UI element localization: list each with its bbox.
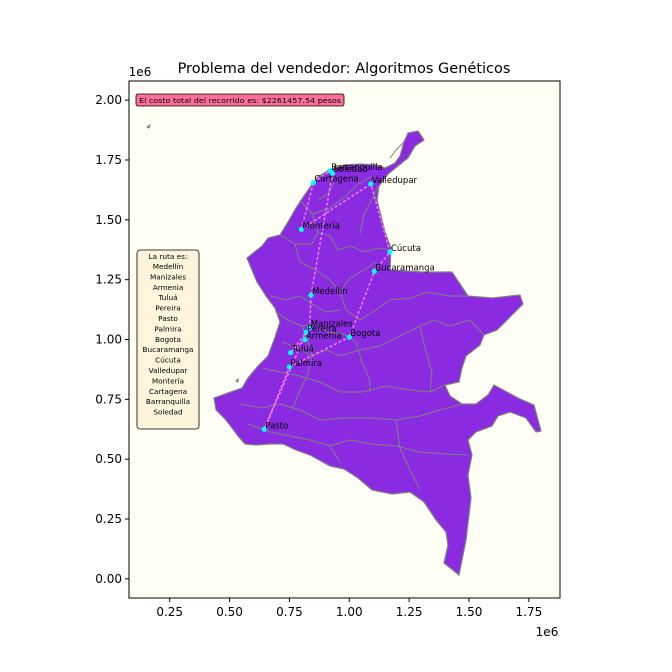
y-tick-label: 0.25 <box>95 512 122 526</box>
y-tick-label: 1.75 <box>95 153 122 167</box>
city-label: Cúcuta <box>391 244 421 254</box>
city-label: Pasto <box>265 421 288 431</box>
city-point <box>286 364 293 370</box>
route-box <box>136 249 200 430</box>
route-list-item: Bogota <box>155 335 181 344</box>
route-list-item: Pasto <box>158 314 178 323</box>
route-list-item: Bucaramanga <box>143 345 194 354</box>
city-point <box>368 181 374 187</box>
cost-text: El costo total del recorrido es: $226145… <box>139 96 341 105</box>
city-point <box>329 170 336 176</box>
y-tick-label: 0.00 <box>95 572 122 586</box>
city-label: Bogota <box>350 329 380 339</box>
route-segment <box>310 173 334 296</box>
route-list-item: Medellín <box>153 262 184 271</box>
island-small <box>146 123 151 129</box>
colombia-map <box>146 123 542 577</box>
y-tick-label: 0.50 <box>95 452 122 466</box>
city-point <box>307 324 313 331</box>
x-axis: 0.25 0.50 0.75 1.00 1.25 1.50 1.75 1e6 <box>156 598 558 639</box>
x-tick-label: 0.25 <box>156 605 183 619</box>
city-label: Barranquilla <box>331 163 383 173</box>
city-label: Armenia <box>306 332 342 342</box>
city-point <box>387 249 393 255</box>
x-axis-offset-label: 1e6 <box>536 625 559 639</box>
city-label: Montería <box>302 221 340 231</box>
city-label: Bucaramanga <box>375 263 434 273</box>
x-tick-label: 1.50 <box>456 605 483 619</box>
route-list-item: Soledad <box>153 408 182 417</box>
route-segment <box>348 271 376 338</box>
city-point <box>346 334 352 340</box>
x-tick-label: 1.25 <box>396 605 423 619</box>
city-point <box>303 329 309 335</box>
route-list-item: Tuluá <box>157 293 177 302</box>
route-list-item: Cartagena <box>149 387 187 396</box>
cost-annotation: El costo total del recorrido es: $226145… <box>135 93 345 107</box>
y-tick-label: 1.50 <box>95 213 122 227</box>
city-label: Tuluá <box>291 345 314 355</box>
city-point <box>302 336 308 343</box>
x-tick-label: 1.00 <box>336 605 363 619</box>
city-point <box>288 350 294 356</box>
island-gorgona <box>235 377 239 383</box>
route-segment <box>300 183 372 231</box>
y-tick-label: 2.00 <box>95 93 122 107</box>
route-list-item: Cúcuta <box>155 356 181 365</box>
y-tick-label: 0.75 <box>95 392 122 406</box>
route-segment <box>263 366 291 430</box>
city-label: Soledad <box>334 165 368 175</box>
y-axis-offset-label: 1e6 <box>129 65 152 79</box>
x-tick-label: 0.75 <box>276 605 303 619</box>
city-label: Palmira <box>290 359 322 369</box>
route-list-item: Montería <box>152 376 184 385</box>
route-list-item: Pereira <box>155 304 180 313</box>
route-segment <box>309 295 312 328</box>
chart-title: Problema del vendedor: Algoritmos Genéti… <box>178 61 511 77</box>
route-segment <box>290 331 307 354</box>
route-segment <box>370 183 391 253</box>
route-path <box>263 170 391 430</box>
city-label: Medellín <box>312 287 348 297</box>
y-axis: 0.00 0.25 0.50 0.75 1.00 1.25 1.50 1.75 2.00 1e6 <box>95 65 151 586</box>
route-list-item: Palmira <box>154 324 181 333</box>
y-tick-label: 1.00 <box>95 333 122 347</box>
city-point <box>261 426 267 432</box>
city-point <box>310 180 316 186</box>
colombia-mainland <box>213 130 542 577</box>
route-list-item: Armenia <box>153 283 184 292</box>
city-point <box>308 292 314 298</box>
route-header: La ruta es: <box>149 252 188 261</box>
x-tick-label: 0.50 <box>216 605 243 619</box>
city-label: Valledupar <box>372 176 418 186</box>
city-label: Cartagena <box>314 175 358 185</box>
route-segment <box>312 170 331 184</box>
city-label: Manizales <box>311 320 354 330</box>
route-segment <box>290 338 306 354</box>
route-list-item: Valledupar <box>149 366 188 375</box>
city-point <box>298 226 304 232</box>
route-list-item: Barranquilla <box>146 397 190 406</box>
x-tick-label: 1.75 <box>516 605 543 619</box>
route-segment <box>263 332 307 430</box>
route-segment <box>373 251 391 272</box>
cost-box <box>135 93 345 107</box>
route-list-item: Manizales <box>150 272 186 281</box>
route-segment <box>289 336 350 368</box>
y-tick-label: 1.25 <box>95 273 122 287</box>
city-label: Pereira <box>307 324 337 334</box>
city-point <box>371 268 378 274</box>
route-segment <box>300 182 315 230</box>
